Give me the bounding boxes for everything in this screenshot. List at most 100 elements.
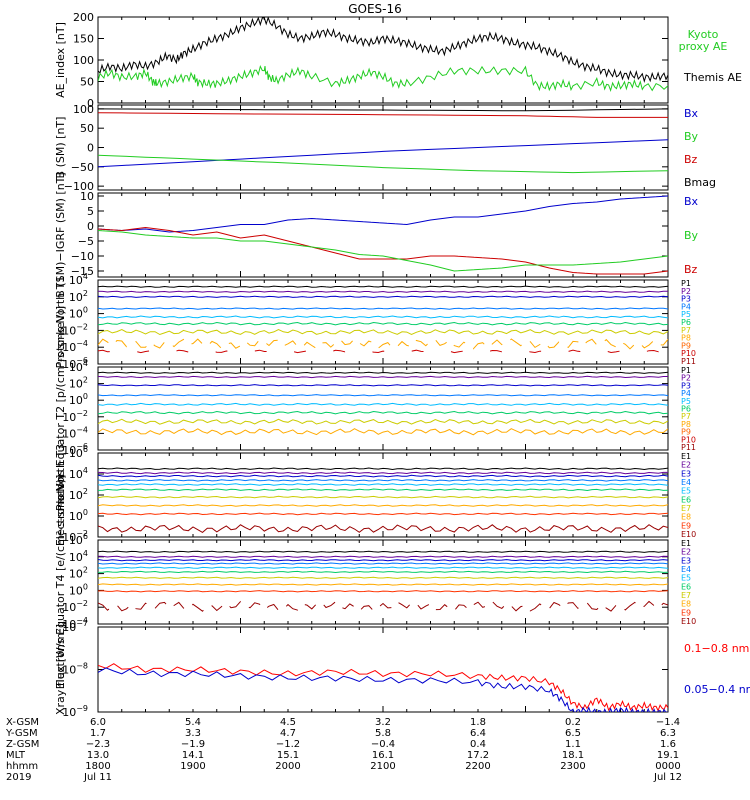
legend-item: E8: [681, 513, 691, 522]
series-group: [98, 663, 668, 712]
legend-item: Bz: [684, 263, 698, 276]
series-e2: [98, 555, 668, 558]
footer-cell: 4.7: [280, 728, 296, 739]
footer-cell: 1900: [180, 761, 205, 772]
series-e8: [98, 504, 668, 507]
series-p7: [98, 329, 668, 336]
legend-item: P8: [681, 420, 691, 429]
series-p4: [98, 307, 668, 310]
footer-cell: 15.1: [277, 750, 299, 761]
y-axis-label: AE_index [nT]: [54, 22, 67, 98]
y-tick-label: 100: [73, 54, 94, 67]
legend-item: P11: [681, 443, 696, 452]
series-p3: [98, 295, 668, 298]
y-tick-label: 10−2: [62, 409, 88, 424]
legend-item: E2: [681, 461, 691, 470]
footer-cell: 1.7: [90, 728, 106, 739]
footer-cell: 5.4: [185, 717, 201, 728]
y-tick-label: 100: [69, 508, 88, 523]
y-tick-label: 0: [87, 97, 94, 110]
y-axis-label: Xray flux [W/m²]: [54, 624, 67, 715]
y-tick-label: 0: [87, 142, 94, 155]
legend-item: E3: [681, 556, 691, 565]
legend-item: 0.1−0.8 nm: [684, 642, 749, 655]
series-bmag: [98, 108, 668, 112]
legend-item: By: [684, 229, 699, 242]
legend-item: Kyoto proxy AE: [679, 28, 728, 53]
legend-item: E8: [681, 600, 691, 609]
y-tick-label: 104: [69, 359, 88, 374]
series-e5: [98, 566, 668, 569]
footer-cell: 5.8: [375, 728, 391, 739]
y-tick-label: −50: [71, 161, 94, 174]
footer-cell: 0.2: [565, 717, 581, 728]
footer-cell: 2200: [465, 761, 490, 772]
footer-cell: 1800: [85, 761, 110, 772]
series-bx: [98, 139, 668, 168]
footer-cell: −1.2: [276, 739, 300, 750]
legend-item: P3: [681, 381, 691, 390]
legend-item: P9: [681, 341, 691, 350]
y-tick-label: 50: [80, 122, 94, 135]
y-tick-label: 106: [69, 532, 88, 547]
series-e1: [98, 467, 668, 471]
series-e10: [98, 600, 668, 612]
series-e6: [98, 570, 668, 574]
legend-item: E5: [681, 574, 691, 583]
panel-frame: [97, 452, 669, 538]
footer-cell: 6.5: [565, 728, 581, 739]
plot-title: GOES-16: [348, 2, 402, 16]
legend-item: E7: [681, 591, 691, 600]
y-tick-label: 100: [69, 392, 88, 407]
series-e10: [98, 524, 668, 534]
y-tick-label: 10−6: [62, 442, 88, 457]
series-by: [98, 230, 668, 272]
footer-row-label: Y-GSM: [5, 728, 38, 739]
legend-item: P7: [681, 326, 691, 335]
panel-frame: [97, 16, 669, 104]
legend-item: By: [684, 130, 699, 143]
series-p2: [98, 290, 668, 293]
legend-item: P6: [681, 318, 691, 327]
y-tick-label: 10: [80, 190, 94, 203]
footer-row-label: hhmm: [6, 761, 38, 772]
series-0-1-0-8-nm: [98, 663, 668, 712]
series-p4: [98, 394, 668, 397]
y-tick-label: 104: [69, 466, 88, 481]
y-tick-label: 10−2: [62, 529, 88, 544]
series-p2: [98, 375, 668, 379]
y-axis-label: B (SM)−IGRF (SM) [nT]: [54, 172, 67, 297]
y-axis-label: Electrons North T3: [54, 444, 67, 546]
series-by: [98, 154, 668, 174]
series-e3: [98, 474, 668, 478]
footer-cell: 1.1: [565, 739, 581, 750]
legend-item: P6: [681, 405, 691, 414]
series-group: [98, 195, 668, 275]
series-e9: [98, 590, 668, 593]
footer-cell: 3.2: [375, 717, 391, 728]
y-tick-label: 106: [69, 445, 88, 460]
footer-cell: 4.5: [280, 717, 296, 728]
panel-frame: [97, 366, 669, 451]
y-tick-label: 100: [69, 306, 88, 321]
series-e6: [98, 488, 668, 492]
footer-cell: 2300: [560, 761, 585, 772]
series-group: [98, 108, 668, 174]
y-tick-label: 10−2: [62, 322, 88, 337]
y-tick-label: 10−4: [62, 425, 88, 440]
legend-item: E10: [681, 617, 696, 626]
series-p1: [98, 371, 668, 374]
series-e2: [98, 471, 668, 475]
y-tick-label: 10−8: [62, 662, 88, 677]
y-tick-label: −10: [71, 250, 94, 263]
series-p1: [98, 285, 668, 288]
series-e5: [98, 483, 668, 486]
y-tick-label: 104: [69, 272, 88, 287]
footer-cell: 6.3: [660, 728, 676, 739]
footer-cell: 2000: [275, 761, 300, 772]
